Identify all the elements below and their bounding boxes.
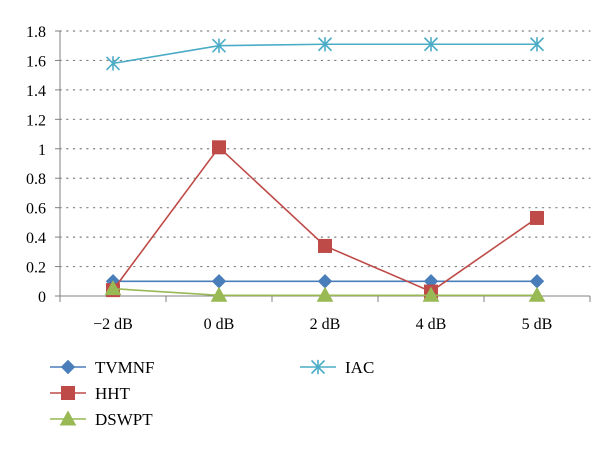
series-dswpt <box>104 280 546 302</box>
data-point-hht <box>530 210 544 225</box>
x-tick-label: 4 dB <box>416 316 447 333</box>
series-tvmnf <box>105 274 545 289</box>
y-tick-label: 1.2 <box>26 112 46 129</box>
y-tick-label: 1 <box>38 142 46 159</box>
x-tick-label: −2 dB <box>93 316 133 333</box>
data-point-hht <box>318 238 332 253</box>
x-axis-ticks: −2 dB 0 dB 2 dB 4 dB 5 dB <box>59 296 591 333</box>
y-tick-label: 0 <box>38 289 46 306</box>
y-tick-label: 1.6 <box>26 53 46 70</box>
data-point-iac <box>317 37 333 52</box>
data-point-iac <box>211 38 227 53</box>
y-tick-label: 1.8 <box>26 24 46 41</box>
x-tick-label: 2 dB <box>310 316 341 333</box>
series-line-hht <box>112 146 538 293</box>
data-point-tvmnf <box>211 274 227 289</box>
legend-marker-iac <box>310 359 326 375</box>
y-axis-ticks: 0 0.2 0.4 0.6 0.8 1 1.2 1.4 1.6 1.8 <box>26 24 60 306</box>
y-tick-label: 0.2 <box>26 260 46 277</box>
series-group <box>104 37 546 302</box>
data-point-dswpt <box>210 286 228 302</box>
legend-marker-hht <box>61 386 75 400</box>
y-tick-label: 0.6 <box>26 201 46 218</box>
y-tick-label: 0.8 <box>26 171 46 188</box>
data-point-iac <box>423 37 439 52</box>
data-point-dswpt <box>528 286 546 302</box>
legend-label-hht: HHT <box>95 384 131 403</box>
series-iac <box>105 37 545 71</box>
y-tick-label: 0.4 <box>26 230 46 247</box>
legend-label-dswpt: DSWPT <box>95 410 153 429</box>
axes <box>59 31 590 297</box>
data-point-dswpt <box>104 280 122 296</box>
data-point-tvmnf <box>529 274 545 289</box>
gridlines <box>59 30 591 268</box>
x-tick-label: 0 dB <box>204 316 235 333</box>
data-point-dswpt <box>316 286 334 302</box>
legend-label-iac: IAC <box>345 358 374 377</box>
data-point-tvmnf <box>317 274 333 289</box>
data-point-hht <box>212 140 226 155</box>
legend-item-dswpt: DSWPT <box>50 410 153 429</box>
legend-marker-tvmnf <box>60 359 76 375</box>
legend-marker-dswpt <box>59 410 77 426</box>
legend-item-hht: HHT <box>50 384 131 403</box>
y-tick-label: 1.4 <box>26 83 46 100</box>
data-point-iac <box>105 56 121 71</box>
legend-item-tvmnf: TVMNF <box>50 358 155 377</box>
x-tick-label: 5 dB <box>522 316 553 333</box>
legend: TVMNF HHT DSWPT IAC <box>50 358 374 429</box>
legend-item-iac: IAC <box>300 358 374 377</box>
data-point-dswpt <box>422 286 440 302</box>
legend-label-tvmnf: TVMNF <box>95 358 155 377</box>
data-point-iac <box>529 37 545 52</box>
